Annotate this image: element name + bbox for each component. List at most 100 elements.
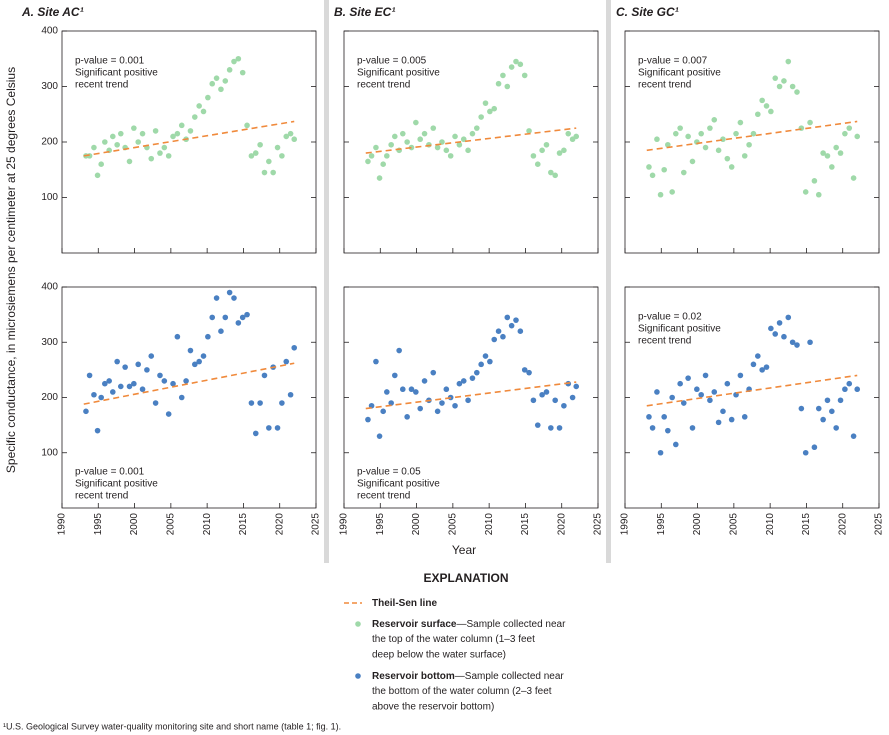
y-tick-label: 100 — [41, 192, 58, 203]
trend-line — [83, 362, 295, 405]
data-point — [837, 397, 844, 404]
x-tick-label: 2015 — [801, 513, 812, 536]
data-point — [178, 394, 185, 401]
data-point — [508, 64, 515, 70]
data-point — [741, 153, 748, 159]
data-point — [850, 433, 857, 439]
data-point — [178, 122, 185, 129]
data-point — [733, 130, 739, 137]
data-point — [657, 191, 664, 198]
data-point — [811, 444, 818, 451]
data-point — [482, 100, 489, 106]
data-point — [669, 189, 675, 195]
data-point — [161, 144, 168, 151]
data-point — [465, 397, 471, 404]
data-point — [274, 425, 281, 431]
data-point — [724, 380, 731, 387]
data-point — [222, 78, 229, 84]
data-point — [170, 133, 176, 140]
data-point — [534, 422, 541, 428]
data-point — [755, 111, 761, 118]
data-point — [720, 408, 726, 415]
data-point — [244, 122, 250, 129]
annotation: recent trend — [75, 491, 128, 502]
x-tick-label: 1990 — [57, 513, 68, 536]
data-point — [135, 139, 141, 145]
legend-text: the bottom of the water column (2–3 feet — [372, 686, 552, 697]
data-point — [500, 72, 506, 79]
data-point — [408, 386, 415, 393]
data-point — [837, 150, 844, 156]
data-point — [209, 80, 216, 87]
legend-text: deep below the water surface) — [372, 650, 506, 661]
data-point — [500, 333, 506, 340]
data-point — [86, 372, 93, 379]
data-point — [183, 378, 189, 384]
data-point — [776, 320, 783, 326]
data-point — [772, 75, 779, 81]
data-point — [824, 153, 831, 159]
data-point — [283, 133, 290, 140]
x-tick-label: 2015 — [238, 513, 249, 536]
y-tick-label: 200 — [41, 392, 58, 403]
legend-title: EXPLANATION — [423, 571, 508, 585]
data-point — [257, 400, 263, 406]
legend-label: Reservoir surface—Sample collected near — [372, 619, 566, 630]
data-point — [291, 344, 298, 351]
trend-line — [365, 127, 577, 154]
data-point — [711, 117, 718, 123]
data-point — [114, 358, 120, 365]
data-point — [569, 394, 576, 401]
data-point — [785, 58, 792, 65]
data-point — [399, 386, 406, 393]
data-point — [417, 136, 424, 143]
data-point — [746, 141, 752, 148]
data-point — [807, 119, 813, 126]
data-point — [365, 416, 371, 423]
data-point — [165, 153, 172, 159]
data-point — [573, 133, 580, 140]
data-point — [83, 408, 89, 415]
data-point — [421, 378, 428, 384]
data-point — [135, 361, 141, 368]
data-point — [213, 295, 220, 301]
data-point — [728, 416, 735, 423]
data-point — [261, 372, 268, 379]
data-point — [829, 164, 835, 170]
data-point — [759, 97, 765, 104]
data-point — [148, 353, 155, 359]
data-point — [266, 158, 272, 165]
data-point — [421, 130, 428, 137]
data-point — [376, 175, 383, 181]
data-point — [443, 386, 450, 393]
x-tick-label: 2025 — [874, 513, 885, 536]
y-tick-label: 300 — [41, 81, 58, 92]
data-point — [196, 103, 202, 109]
data-point — [248, 400, 255, 406]
data-point — [261, 169, 268, 176]
legend-label: Theil-Sen line — [372, 598, 437, 609]
data-point — [126, 158, 133, 165]
data-point — [521, 367, 528, 373]
data-point — [833, 144, 839, 151]
data-point — [750, 130, 757, 137]
data-point — [487, 108, 493, 115]
data-point — [102, 139, 108, 145]
trend-line — [646, 374, 858, 407]
data-point — [380, 161, 386, 167]
data-point — [117, 130, 124, 137]
data-point — [543, 389, 550, 395]
data-point — [430, 125, 437, 131]
data-point — [673, 130, 679, 137]
data-point — [452, 133, 458, 140]
data-point — [231, 58, 237, 65]
data-point — [521, 72, 528, 79]
data-point — [279, 400, 285, 406]
data-point — [388, 141, 394, 148]
data-point — [373, 144, 379, 151]
data-point — [456, 380, 463, 387]
annotation: Significant positive — [75, 479, 158, 490]
y-tick-label: 400 — [41, 282, 58, 293]
data-point — [231, 295, 237, 301]
data-point — [665, 427, 671, 434]
